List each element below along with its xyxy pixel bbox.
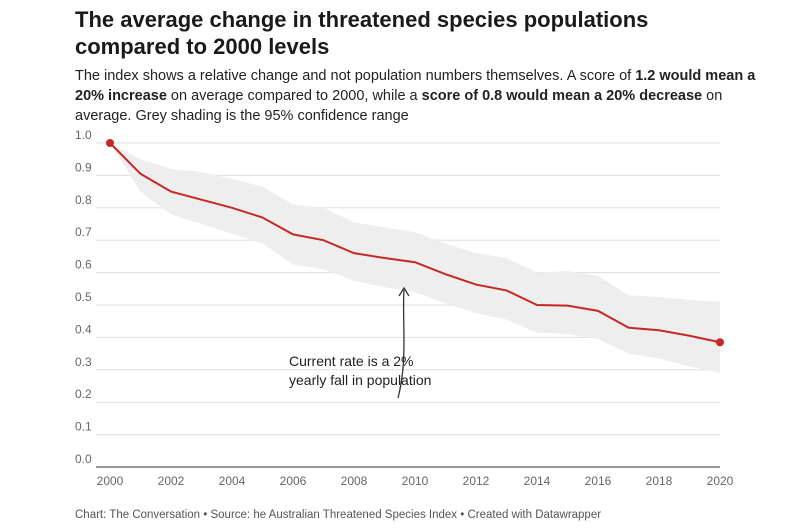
data-point <box>106 139 114 147</box>
x-tick-label: 2008 <box>341 474 368 488</box>
y-tick-label: 0.5 <box>75 290 92 304</box>
subtitle-text: The index shows a relative change and no… <box>75 68 636 84</box>
x-tick-label: 2002 <box>158 474 185 488</box>
x-tick-label: 2000 <box>97 474 124 488</box>
x-tick-label: 2012 <box>463 474 490 488</box>
subtitle-bold: 1.2 would mean a 20% increase <box>75 68 756 104</box>
x-tick-label: 2020 <box>707 474 734 488</box>
subtitle-text: on average. Grey shading is the 95% conf… <box>75 88 723 124</box>
annotation-line2: yearly fall in population <box>289 372 431 388</box>
x-tick-label: 2006 <box>280 474 307 488</box>
y-tick-label: 0.9 <box>75 160 92 174</box>
annotation-arrowhead <box>398 286 410 297</box>
y-tick-label: 0.8 <box>75 193 92 207</box>
chart-title: The average change in threatened species… <box>75 7 649 59</box>
y-tick-label: 0.3 <box>75 355 92 369</box>
annotation-arrow <box>397 289 405 399</box>
y-tick-label: 1.0 <box>75 128 92 142</box>
chart-subtitle: The index shows a relative change and no… <box>75 66 765 126</box>
subtitle-text: on average compared to 2000, while a <box>166 88 422 104</box>
y-tick-label: 0.2 <box>75 387 92 401</box>
subtitle-bold: score of 0.8 would mean a 20% decrease <box>421 88 703 104</box>
annotation-line1: Current rate is a 2% <box>289 353 414 369</box>
data-point <box>716 338 724 347</box>
x-tick-label: 2010 <box>402 474 429 488</box>
y-tick-label: 0.7 <box>75 225 92 239</box>
y-tick-label: 0.6 <box>75 258 92 272</box>
x-tick-label: 2016 <box>585 474 612 488</box>
y-tick-label: 0.4 <box>75 322 92 336</box>
y-tick-label: 0.1 <box>75 420 92 434</box>
x-tick-label: 2018 <box>646 474 673 488</box>
x-tick-label: 2004 <box>219 474 246 488</box>
y-tick-label: 0.0 <box>75 452 92 466</box>
confidence-band <box>110 143 720 374</box>
x-tick-label: 2014 <box>524 474 551 488</box>
index-line <box>109 142 721 344</box>
chart-footer: Chart: The Conversation • Source: he Aus… <box>75 509 602 521</box>
